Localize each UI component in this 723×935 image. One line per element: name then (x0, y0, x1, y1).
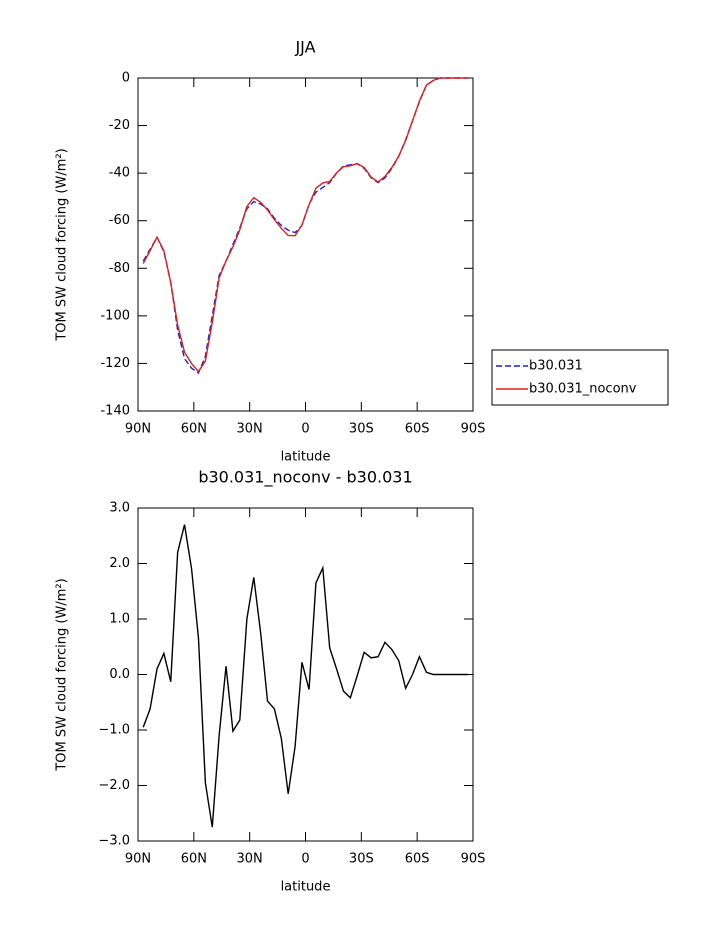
x-tick-label: 60N (181, 852, 207, 867)
legend-label: b30.031 (529, 359, 583, 374)
x-tick-label: 30N (237, 422, 263, 437)
x-tick-label: 30N (237, 852, 263, 867)
x-tick-label: 30S (349, 852, 374, 867)
y-tick-label: 0 (122, 71, 130, 86)
x-tick-label: 90S (461, 852, 486, 867)
y-axis-label: TOM SW cloud forcing (W/m²) (55, 578, 70, 771)
y-tick-label: 2.0 (109, 556, 130, 571)
x-tick-label: 0 (301, 422, 309, 437)
x-tick-label: 60N (181, 422, 207, 437)
x-axis-label: latitude (281, 450, 331, 465)
y-tick-label: −3.0 (98, 834, 130, 849)
data-line (142, 77, 468, 375)
x-tick-label: 30S (349, 422, 374, 437)
x-tick-label: 90N (125, 422, 151, 437)
y-tick-label: -60 (109, 213, 130, 228)
data-line (142, 524, 468, 828)
plot-frame (137, 507, 474, 842)
x-tick-label: 60S (405, 422, 430, 437)
data-line (142, 77, 468, 373)
x-tick-label: 90N (125, 852, 151, 867)
x-tick-label: 60S (405, 852, 430, 867)
y-tick-label: 1.0 (109, 612, 130, 627)
y-tick-label: -40 (109, 166, 130, 181)
x-tick-label: 90S (461, 422, 486, 437)
y-tick-label: -120 (100, 356, 130, 371)
y-axis-label: TOM SW cloud forcing (W/m²) (55, 148, 70, 341)
chart-title: JJA (294, 38, 315, 57)
y-tick-label: −1.0 (98, 723, 130, 738)
legend-label: b30.031_noconv (529, 382, 637, 397)
x-axis-label: latitude (281, 880, 331, 895)
x-tick-label: 0 (301, 852, 309, 867)
y-tick-label: 3.0 (109, 501, 130, 516)
y-tick-label: −2.0 (98, 778, 130, 793)
y-tick-label: -100 (100, 308, 130, 323)
chart-title: b30.031_noconv - b30.031 (198, 468, 412, 488)
y-tick-label: -20 (109, 118, 130, 133)
y-tick-label: -140 (100, 404, 130, 419)
legend-box (491, 349, 669, 406)
plot-frame (137, 77, 474, 412)
y-tick-label: 0.0 (109, 667, 130, 682)
y-tick-label: -80 (109, 261, 130, 276)
